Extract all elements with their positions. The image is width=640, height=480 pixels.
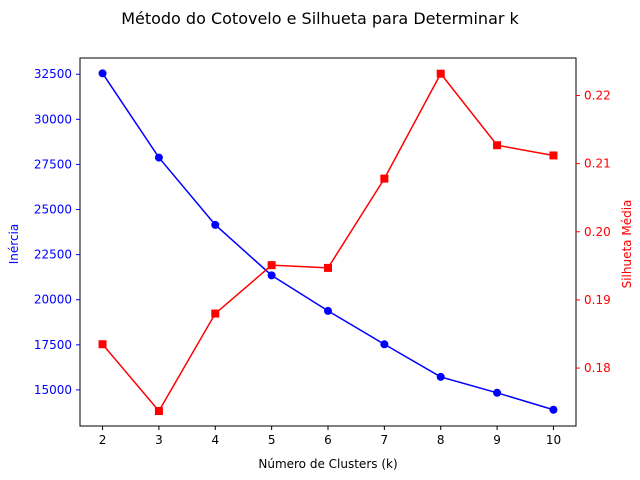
x-tick-label: 5 [268,433,276,447]
silhouette-data-point [549,151,558,160]
plot-frame [79,57,577,427]
inertia-data-point [154,153,163,162]
silhouette-data-point [436,69,445,78]
x-tick-label: 9 [493,433,501,447]
inertia-data-point [380,340,389,349]
inertia-data-point [324,306,332,315]
left-y-tick-label: 27500 [34,157,72,171]
right-y-tick-label: 0.20 [584,225,611,239]
series-layer [98,69,558,416]
silhouette-data-point [154,407,163,416]
x-tick-label: 7 [381,433,389,447]
inertia-data-point [267,271,276,280]
silhouette-data-point [324,263,332,272]
plot-area [79,57,577,427]
silhouette-data-point [267,261,276,270]
right-y-tick-label: 0.19 [584,293,611,307]
right-y-axis-label: Silhueta Média [620,200,634,289]
silhouette-data-point [493,141,502,150]
left-y-axis-label: Inércia [7,224,21,264]
x-tick-label: 8 [437,433,445,447]
right-y-tick-label: 0.22 [584,88,611,102]
left-y-tick-label: 25000 [34,203,72,217]
silhouette-data-point [98,340,107,349]
left-y-tick-label: 22500 [34,248,72,262]
inertia-data-point [98,69,107,78]
left-y-tick-label: 30000 [34,112,72,126]
right-y-tick-label: 0.21 [584,157,611,171]
inertia-data-point [211,220,220,229]
x-axis-label: Número de Clusters (k) [258,457,397,471]
x-tick-label: 2 [99,433,107,447]
x-tick-label: 4 [211,433,219,447]
chart-title: Método do Cotovelo e Silhueta para Deter… [121,9,519,28]
inertia-data-point [493,388,502,397]
inertia-data-point [436,372,445,381]
x-axis-ticks: 2 3 4 5 6 7 8 9 10 [99,426,561,447]
left-y-axis-ticks: 15000 17500 20000 22500 25000 27500 30000 32500 [34,67,80,397]
inertia-series-line [101,72,554,411]
left-y-tick-label: 20000 [34,293,72,307]
silhouette-series-line [101,72,554,413]
x-tick-label: 3 [155,433,163,447]
x-tick-label: 6 [324,433,332,447]
left-y-tick-label: 15000 [34,383,72,397]
right-y-tick-label: 0.18 [584,361,611,375]
right-y-axis-ticks: 0.18 0.19 0.20 0.21 0.22 [576,88,611,375]
inertia-data-point [549,405,558,414]
silhouette-data-point [211,309,220,318]
silhouette-data-point [380,174,389,183]
x-tick-label: 10 [546,433,561,447]
left-y-tick-label: 17500 [34,338,72,352]
left-y-tick-label: 32500 [34,67,72,81]
